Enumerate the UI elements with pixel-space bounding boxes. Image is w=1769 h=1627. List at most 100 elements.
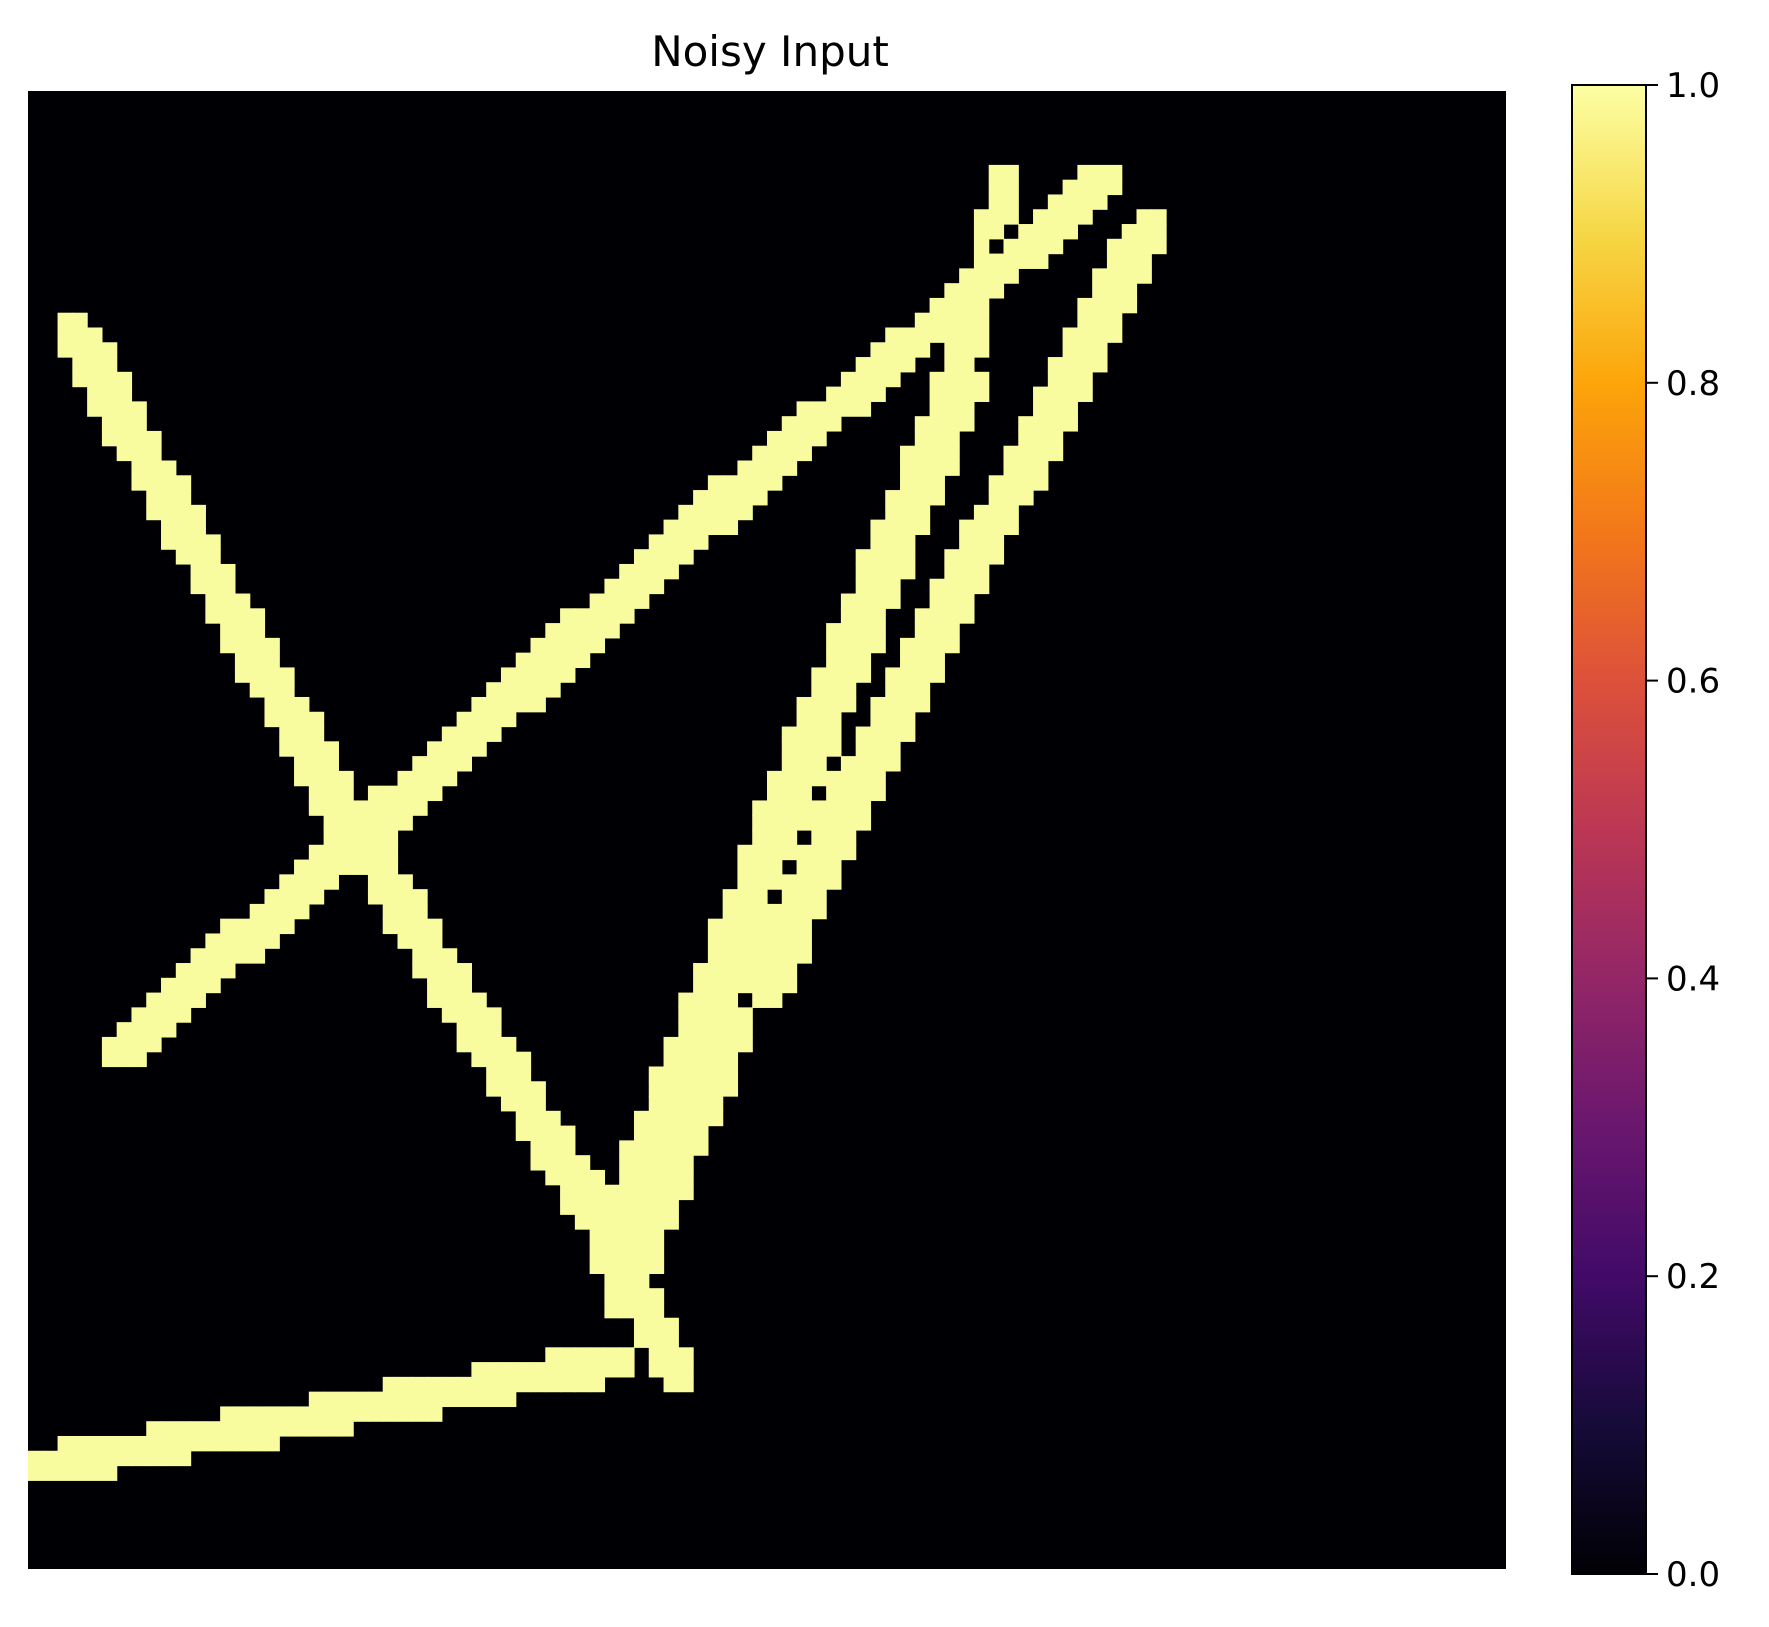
heatmap-cell: [707, 1022, 724, 1038]
heatmap-cell: [944, 297, 960, 314]
heatmap-cell: [589, 623, 606, 639]
heatmap-cell: [752, 963, 768, 979]
heatmap-cell: [161, 460, 177, 476]
heatmap-cell: [220, 918, 236, 935]
heatmap-cell: [146, 475, 162, 491]
heatmap-cell: [973, 297, 990, 314]
heatmap-cell: [471, 726, 487, 742]
heatmap-cell: [190, 1435, 206, 1452]
heatmap-cell: [72, 1435, 88, 1452]
heatmap-cell: [1047, 357, 1064, 373]
heatmap-cell: [767, 785, 783, 802]
heatmap-cell: [1047, 401, 1064, 417]
heatmap-cell: [811, 726, 827, 742]
heatmap-cell: [678, 1184, 694, 1201]
heatmap-cell: [826, 726, 842, 742]
heatmap-cell: [338, 800, 354, 816]
heatmap-cell: [486, 711, 502, 728]
heatmap-cell: [574, 623, 591, 639]
heatmap-cell: [486, 1391, 502, 1408]
heatmap-cell: [973, 327, 990, 343]
heatmap-cell: [811, 741, 827, 757]
heatmap-cell: [796, 785, 812, 802]
heatmap-cell: [722, 963, 739, 979]
heatmap-cell: [1018, 238, 1034, 255]
heatmap-cell: [1018, 460, 1034, 476]
heatmap-cell: [633, 1302, 650, 1319]
heatmap-cell: [589, 593, 606, 609]
heatmap-cell: [855, 785, 872, 802]
heatmap-cell: [441, 963, 458, 979]
heatmap-cell: [220, 623, 236, 639]
heatmap-cell: [648, 1096, 665, 1112]
heatmap-cell: [826, 652, 842, 669]
heatmap-cell: [604, 1273, 620, 1289]
heatmap-cell: [101, 1435, 118, 1452]
heatmap-cell: [648, 1125, 665, 1141]
heatmap-cell: [722, 1022, 739, 1038]
heatmap-cell: [752, 859, 768, 875]
heatmap-cell: [929, 416, 945, 432]
heatmap-cell: [959, 401, 975, 417]
heatmap-cell: [900, 504, 916, 521]
heatmap-cell: [929, 371, 945, 388]
heatmap-cell: [1033, 209, 1049, 225]
heatmap-cell: [973, 504, 990, 521]
heatmap-cell: [1106, 297, 1123, 314]
heatmap-cell: [57, 342, 73, 358]
heatmap-cell: [781, 800, 798, 816]
heatmap-cell: [604, 1302, 620, 1319]
heatmap-cell: [840, 667, 857, 683]
heatmap-cell: [560, 1362, 576, 1378]
heatmap-cell: [515, 682, 532, 698]
heatmap-cell: [767, 918, 783, 935]
heatmap-cell: [530, 1125, 546, 1141]
heatmap-cell: [959, 608, 975, 624]
heatmap-cell: [249, 637, 266, 654]
heatmap-cell: [1003, 253, 1019, 269]
heatmap-cell: [397, 1376, 413, 1393]
heatmap-cell: [220, 933, 236, 949]
heatmap-cell: [279, 711, 295, 728]
heatmap-cell: [116, 1435, 133, 1452]
heatmap-cell: [131, 1007, 147, 1023]
heatmap-cell: [101, 357, 118, 373]
heatmap-cell: [101, 342, 118, 358]
heatmap-cell: [515, 1081, 532, 1097]
heatmap-cell: [382, 1391, 399, 1408]
heatmap-cell: [72, 1450, 88, 1467]
heatmap-cell: [944, 327, 960, 343]
heatmap-cell: [678, 1125, 694, 1141]
heatmap-cell: [205, 963, 221, 979]
heatmap-cell: [619, 1273, 635, 1289]
heatmap-cell: [234, 652, 251, 669]
heatmap-cell: [560, 1169, 576, 1186]
heatmap-cell: [249, 608, 266, 624]
heatmap-cell: [308, 800, 325, 816]
heatmap-cell: [767, 815, 783, 831]
heatmap-cell: [116, 416, 133, 432]
heatmap-cell: [1033, 445, 1049, 462]
heatmap-cell: [811, 889, 827, 905]
heatmap-cell: [190, 578, 206, 595]
heatmap-cell: [57, 1465, 73, 1481]
heatmap-cell: [545, 1125, 561, 1141]
heatmap-cell: [1136, 268, 1152, 284]
heatmap-cell: [944, 416, 960, 432]
heatmap-cell: [1018, 490, 1034, 506]
heatmap-cell: [427, 933, 443, 949]
heatmap-cell: [530, 637, 546, 654]
heatmap-cell: [752, 933, 768, 949]
heatmap-cell: [1062, 194, 1078, 210]
heatmap-cell: [707, 475, 724, 491]
heatmap-cell: [382, 844, 399, 861]
heatmap-cell: [767, 460, 783, 476]
heatmap-cell: [72, 342, 88, 358]
heatmap-cell: [678, 1169, 694, 1186]
heatmap-cell: [663, 563, 679, 580]
heatmap-cell: [900, 460, 916, 476]
heatmap-cell: [486, 696, 502, 713]
heatmap-cell: [87, 357, 103, 373]
heatmap-cell: [900, 682, 916, 698]
heatmap-cell: [205, 593, 221, 609]
